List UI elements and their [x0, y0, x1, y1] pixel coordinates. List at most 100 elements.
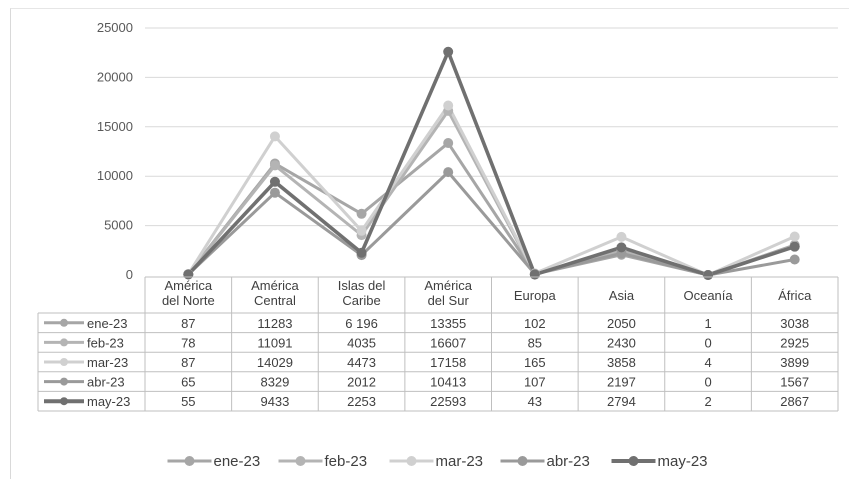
data-point — [443, 167, 454, 178]
table-cell-value: 102 — [524, 316, 546, 331]
table-cell-value: 13355 — [430, 316, 466, 331]
table-cell-value: 0 — [704, 375, 711, 390]
y-tick-label: 5000 — [104, 218, 133, 233]
legend-marker — [628, 456, 639, 466]
y-tick-label: 20000 — [97, 69, 133, 84]
data-point — [616, 242, 627, 253]
row-series-label: mar-23 — [87, 355, 128, 370]
legend-marker — [517, 456, 528, 466]
table-cell-value: 14029 — [257, 355, 293, 370]
legend-marker — [184, 456, 195, 466]
row-legend-marker — [60, 318, 68, 327]
data-point — [356, 208, 367, 219]
table-cell-value: 6 196 — [345, 316, 378, 331]
data-point — [443, 100, 454, 111]
y-tick-label: 25000 — [97, 20, 133, 35]
table-cell-value: 11091 — [257, 335, 292, 350]
table-cell-value: 16607 — [430, 335, 466, 350]
table-cell-value: 165 — [524, 355, 546, 370]
chart-frame — [10, 8, 849, 479]
table-cell-value: 87 — [181, 355, 195, 370]
table-cell-value: 0 — [704, 335, 711, 350]
data-point — [269, 187, 280, 198]
table-cell-value: 2867 — [780, 394, 809, 409]
category-label: América — [164, 278, 212, 293]
table-cell-value: 2430 — [607, 335, 636, 350]
row-series-label: may-23 — [87, 394, 130, 409]
table-cell-value: 65 — [181, 375, 195, 390]
data-point — [443, 46, 454, 57]
data-point — [789, 254, 800, 265]
table-cell-value: 9433 — [260, 394, 289, 409]
data-point — [789, 241, 800, 252]
category-label: Asia — [609, 288, 635, 303]
data-point — [789, 231, 800, 242]
table-cell-value: 2012 — [347, 375, 376, 390]
category-label: Europa — [514, 288, 557, 303]
legend: ene-23 feb-23 mar-23 abr-23 may-23 — [167, 453, 708, 470]
series-lines — [186, 49, 796, 277]
table-cell-value: 3899 — [780, 355, 809, 370]
legend-label: may-23 — [658, 453, 708, 470]
table-cell-value: 78 — [181, 335, 195, 350]
data-point — [703, 269, 714, 280]
y-tick-label: 0 — [126, 267, 133, 282]
legend-label: ene-23 — [214, 453, 261, 470]
data-point — [356, 225, 367, 236]
table-cell-value: 4 — [704, 355, 711, 370]
data-point — [529, 269, 540, 280]
row-legend-marker — [60, 338, 68, 347]
legend-label: mar-23 — [436, 453, 484, 470]
legend-marker — [406, 456, 417, 466]
table-cell-value: 17158 — [430, 355, 466, 370]
table-cell-value: 22593 — [430, 394, 466, 409]
table-cell-value: 2253 — [347, 394, 376, 409]
category-label: América — [251, 278, 299, 293]
legend-label: feb-23 — [325, 453, 368, 470]
data-point — [616, 231, 627, 242]
category-label: América — [424, 278, 472, 293]
table-cell-value: 10413 — [430, 375, 466, 390]
table-cell-value: 43 — [528, 394, 542, 409]
data-point — [269, 176, 280, 187]
category-label: Central — [254, 293, 296, 308]
table-cell-value: 2794 — [607, 394, 636, 409]
series-line-may-23 — [186, 49, 796, 277]
legend-label: abr-23 — [547, 453, 590, 470]
data-point — [269, 131, 280, 142]
table-cell-value: 1 — [704, 316, 711, 331]
legend-marker — [295, 456, 306, 466]
table-cell-value: 3038 — [780, 316, 809, 331]
table-cell-value: 4473 — [347, 355, 376, 370]
table-cell-value: 2050 — [607, 316, 636, 331]
row-legend-marker — [60, 377, 68, 386]
category-label: del Norte — [162, 293, 215, 308]
table-cell-value: 107 — [524, 375, 546, 390]
gridlines — [145, 27, 838, 227]
data-point — [443, 138, 454, 149]
data-point — [269, 160, 280, 171]
category-label: África — [778, 288, 812, 303]
row-series-label: feb-23 — [87, 335, 124, 350]
table-cell-value: 3858 — [607, 355, 636, 370]
table-cell-value: 2925 — [780, 335, 809, 350]
table-cell-value: 55 — [181, 394, 195, 409]
y-tick-label: 15000 — [97, 119, 133, 134]
row-series-label: abr-23 — [87, 375, 125, 390]
table-cell-value: 11283 — [257, 316, 292, 331]
y-tick-label: 10000 — [97, 168, 133, 183]
table-cell-value: 2197 — [607, 375, 636, 390]
y-axis: 0 5000 10000 15000 20000 25000 — [97, 20, 133, 282]
table-cell-value: 8329 — [260, 375, 289, 390]
table-cell-value: 4035 — [347, 335, 376, 350]
table-cell-value: 85 — [528, 335, 542, 350]
category-label: Caribe — [342, 293, 380, 308]
table-cell-value: 1567 — [780, 375, 809, 390]
category-label: Islas del — [338, 278, 386, 293]
category-label: del Sur — [428, 293, 470, 308]
table-cell-value: 87 — [181, 316, 195, 331]
row-legend-marker — [60, 358, 68, 366]
row-series-label: ene-23 — [87, 316, 127, 331]
row-legend-marker — [60, 397, 68, 406]
